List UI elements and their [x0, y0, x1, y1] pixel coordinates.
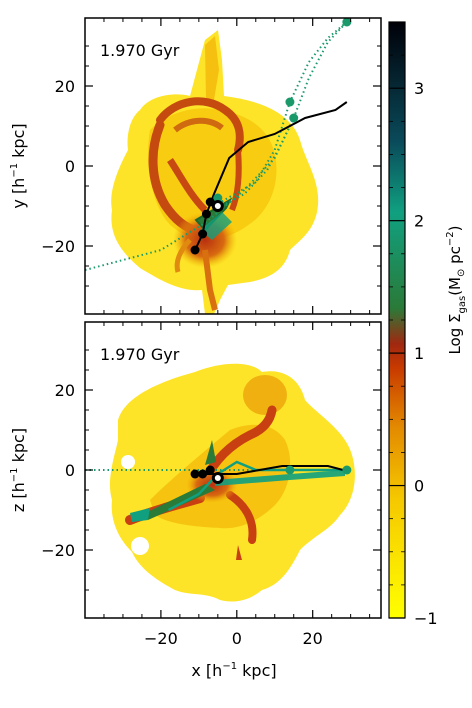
bottom-ylabel-sup: −1: [9, 467, 20, 482]
cb-label-suffix: (M: [446, 277, 464, 296]
top-green-point-1: [285, 97, 295, 107]
bottom-black-point-2: [205, 465, 215, 475]
top-green-point-2: [289, 113, 299, 123]
bottom-xtick-label-2: 20: [303, 629, 323, 648]
top-ticks: [85, 18, 381, 314]
top-trajectories: [85, 18, 352, 271]
cb-tick-label-3: 0: [414, 477, 424, 496]
top-panel: 1.970 Gyr y [h−1 kpc] 20 0 −20: [9, 17, 382, 315]
top-black-point-2: [201, 209, 211, 219]
cb-tick-label-2: 1: [414, 344, 424, 363]
top-gas-map: [111, 30, 319, 314]
bottom-center-dot: [214, 475, 221, 481]
top-black-point-1: [198, 229, 208, 239]
bottom-green-point-0: [342, 465, 352, 475]
bottom-black-point-0: [190, 469, 200, 479]
bottom-xticklabels: −20 0 20: [144, 629, 323, 648]
colorbar-ticks: 3 2 1 0 −1: [389, 21, 438, 628]
bottom-panel-label: 1.970 Gyr: [100, 345, 180, 364]
bottom-ylabel-tail: kpc]: [9, 428, 28, 468]
top-green-point-3: [213, 193, 223, 203]
cb-label-close: ): [446, 225, 464, 231]
top-center-dot: [214, 203, 221, 209]
top-points: [190, 18, 352, 255]
bottom-green-point-1: [285, 465, 295, 475]
bottom-xtick-label-0: −20: [144, 629, 178, 648]
bottom-ticks: [85, 322, 381, 618]
xlabel-sup: −1: [222, 661, 237, 672]
cb-label-sun: ⊙: [456, 269, 467, 277]
cb-label-prefix: Log Σ: [446, 313, 464, 354]
bottom-ytick-label-0: 20: [55, 381, 75, 400]
bottom-hole-2: [131, 537, 149, 555]
bottom-yticklabels: 20 0 −20: [41, 381, 75, 560]
bottom-hole-1: [121, 455, 135, 469]
top-ylabel: y [h−1 kpc]: [9, 123, 28, 208]
bottom-black-point-1: [198, 469, 208, 479]
top-ytick-label-1: 0: [65, 157, 75, 176]
top-ylabel-main: y [h: [9, 178, 28, 209]
bottom-points: [190, 465, 352, 484]
top-ytick-label-2: −20: [41, 237, 75, 256]
cb-label-tail: pc: [446, 246, 464, 269]
top-ytick-label-0: 20: [55, 77, 75, 96]
top-green-dotted-c: [213, 117, 295, 211]
cb-tick-label-1: 2: [414, 212, 424, 231]
top-green-point-0: [342, 18, 352, 27]
bottom-ylabel: z [h−1 kpc]: [9, 428, 28, 512]
bottom-ytick-label-2: −20: [41, 541, 75, 560]
cb-tick-label-0: 3: [414, 79, 424, 98]
cb-label-sub: gas: [457, 296, 468, 314]
x-axis-label: x [h−1 kpc]: [191, 661, 276, 680]
bottom-green-solid: [167, 460, 347, 512]
top-panel-label: 1.970 Gyr: [100, 41, 180, 60]
cb-label-sup: −2: [445, 231, 456, 246]
bottom-panel: 1.970 Gyr z [h−1 kpc] 20 0 −20 −20 0 20: [9, 321, 382, 648]
top-ylabel-sup: −1: [9, 163, 20, 178]
top-yticklabels: 20 0 −20: [41, 77, 75, 256]
bottom-gas-map: [109, 363, 355, 602]
top-black-point-0: [190, 245, 200, 255]
bottom-trajectories: [85, 460, 352, 512]
colorbar-label: Log Σgas(M⊙ pc−2): [445, 225, 468, 354]
cb-tick-label-4: −1: [414, 609, 438, 628]
top-black-solid: [194, 101, 348, 251]
top-ylabel-tail: kpc]: [9, 123, 28, 163]
xlabel-tail: kpc]: [237, 661, 277, 680]
xlabel-main: x [h: [191, 661, 222, 680]
bottom-ylabel-main: z [h: [9, 482, 28, 512]
bottom-ytick-label-1: 0: [65, 461, 75, 480]
bottom-xtick-label-1: 0: [232, 629, 242, 648]
colorbar: 3 2 1 0 −1 Log Σgas(M⊙ pc−2): [388, 21, 468, 628]
